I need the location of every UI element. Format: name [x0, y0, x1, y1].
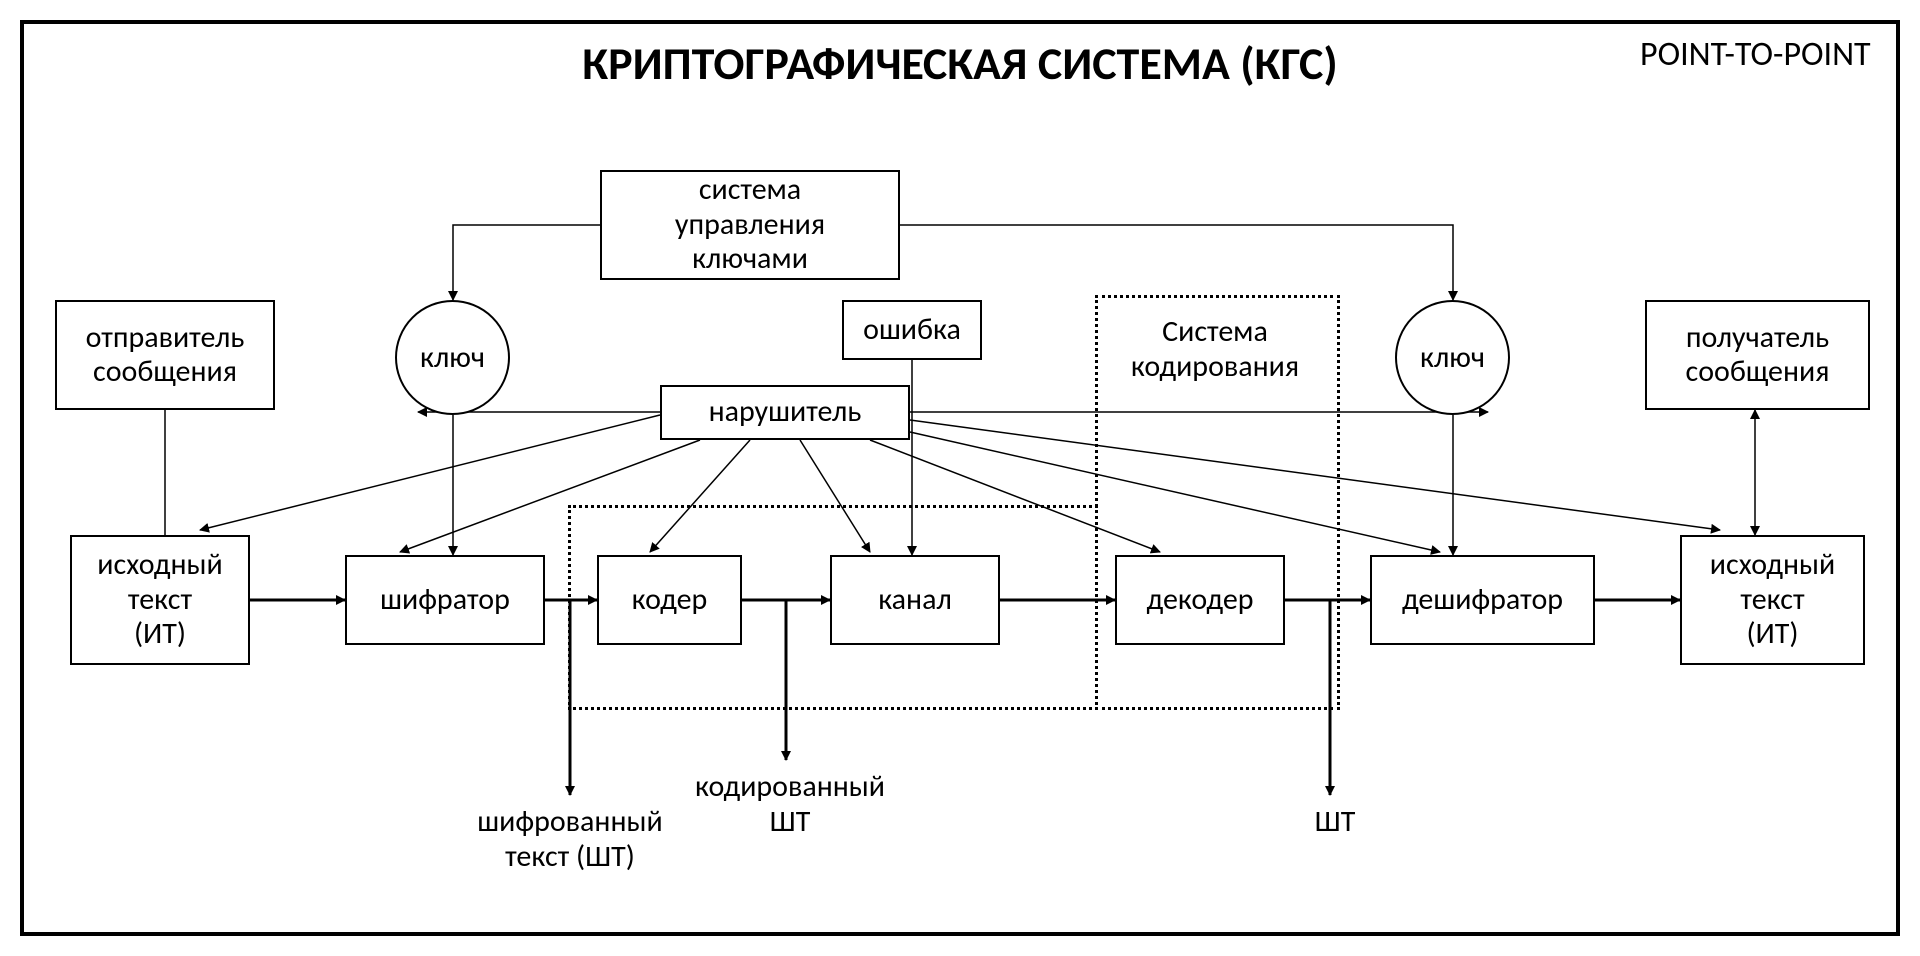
diagram-stage: КРИПТОГРАФИЧЕСКАЯ СИСТЕМА (КГС)POINT-TO-… [0, 0, 1920, 956]
node-coder: кодер [597, 555, 742, 645]
node-channel: канал [830, 555, 1000, 645]
node-src_left: исходный текст (ИТ) [70, 535, 250, 665]
node-key_left: ключ [395, 300, 510, 415]
node-src_right: исходный текст (ИТ) [1680, 535, 1865, 665]
node-decoder: декодер [1115, 555, 1285, 645]
page-title: КРИПТОГРАФИЧЕСКАЯ СИСТЕМА (КГС) [0, 36, 1920, 92]
outer-frame [20, 20, 1900, 936]
node-sender: отправитель сообщения [55, 300, 275, 410]
drop-label-sht: ШТ [1195, 805, 1475, 840]
drop-label-coded_text: кодированный ШТ [650, 770, 930, 839]
corner-label: POINT-TO-POINT [1640, 34, 1871, 75]
coding-system-label: Система кодирования [1095, 315, 1335, 384]
node-key_mgmt: система управления ключами [600, 170, 900, 280]
node-error: ошибка [842, 300, 982, 360]
node-key_right: ключ [1395, 300, 1510, 415]
node-encryptor: шифратор [345, 555, 545, 645]
node-intruder: нарушитель [660, 385, 910, 440]
node-receiver: получатель сообщения [1645, 300, 1870, 410]
node-decryptor: дешифратор [1370, 555, 1595, 645]
